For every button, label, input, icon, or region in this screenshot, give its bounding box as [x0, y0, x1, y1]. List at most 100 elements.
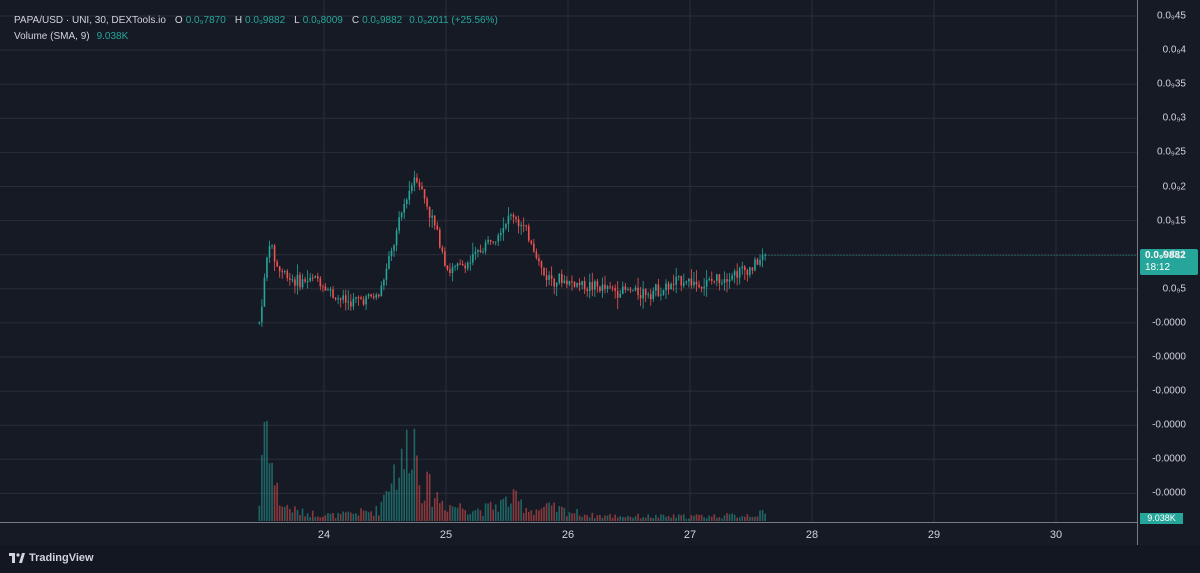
candle-body — [609, 286, 611, 288]
volume-label[interactable]: Volume (SMA, 9) — [14, 31, 90, 42]
price-tick-label: -0.0000 — [1152, 317, 1186, 329]
candle-body — [716, 274, 718, 281]
candle-body — [411, 185, 413, 192]
price-tick-label: 0.0₉2 — [1162, 181, 1186, 192]
volume-bar — [553, 502, 555, 521]
volume-bar — [629, 516, 632, 521]
candle-body — [530, 240, 533, 244]
volume-bar — [355, 513, 357, 521]
candle-body — [647, 294, 650, 296]
candle-body — [685, 281, 688, 283]
volume-bar — [314, 516, 317, 521]
symbol-title[interactable]: PAPA/USD · UNI, 30, DEXTools.io — [14, 15, 166, 26]
candle-body — [517, 219, 520, 227]
volume-bar — [426, 471, 428, 521]
candle-body — [522, 224, 525, 226]
candle-body — [563, 280, 566, 284]
volume-bar — [268, 463, 271, 521]
volume-bar — [441, 500, 444, 521]
volume-bar — [327, 513, 329, 521]
candle-body — [655, 284, 657, 291]
candle-body — [708, 278, 711, 280]
candle-body — [306, 281, 309, 283]
chart-plot-area[interactable] — [0, 0, 1137, 522]
volume-bar — [438, 503, 441, 521]
volume-bar — [334, 518, 337, 521]
volume-bar — [367, 512, 370, 521]
candle-body — [438, 229, 441, 248]
candle-body — [583, 281, 586, 290]
candle-body — [446, 265, 449, 270]
time-tick-label: 28 — [805, 529, 819, 541]
volume-bar — [718, 517, 721, 521]
price-tick-label: 0.0₉5 — [1162, 283, 1186, 295]
candle-body — [688, 278, 690, 282]
candle-body — [278, 266, 281, 272]
volume-bar — [738, 517, 741, 521]
price-axis[interactable]: 0.0₉9882 18:12 9.038K 0.0₉45 0.0₉4 0.0₉35 0… — [1137, 0, 1200, 545]
volume-bar — [634, 516, 637, 521]
volume-bar — [647, 514, 650, 521]
price-tick-label: -0.0000 — [1152, 453, 1186, 465]
price-tick-label: -0.0000 — [1152, 385, 1186, 397]
price-tick-label: 0.0₉3 — [1162, 112, 1186, 124]
volume-bar — [444, 510, 446, 521]
candle-body — [619, 293, 622, 298]
candle-body — [629, 289, 632, 291]
candle-body — [324, 286, 327, 291]
volume-bar — [611, 517, 614, 521]
time-tick-label: 24 — [317, 529, 331, 541]
candle-body — [441, 247, 444, 252]
volume-bar — [665, 516, 667, 521]
time-axis[interactable]: 24 25 26 27 28 29 30 — [0, 522, 1137, 545]
candle-body — [385, 268, 388, 280]
candle-body — [764, 254, 766, 256]
volume-bar — [283, 506, 286, 521]
candle-body — [383, 279, 385, 286]
volume-value: 9.038K — [96, 31, 129, 42]
volume-bar — [581, 517, 583, 521]
candle-body — [616, 290, 619, 298]
volume-bar — [604, 515, 606, 521]
volume-bar — [558, 506, 561, 521]
candle-body — [469, 262, 472, 264]
volume-bar — [365, 510, 367, 521]
candle-body — [705, 279, 708, 287]
candle-body — [286, 271, 289, 279]
candle-body — [746, 270, 749, 275]
candle-body — [393, 245, 395, 251]
volume-bar — [466, 514, 469, 521]
volume-bar — [413, 428, 416, 521]
candle-body — [283, 271, 286, 273]
volume-bar — [588, 517, 591, 521]
candle-body — [670, 283, 672, 290]
volume-bar — [571, 513, 573, 521]
volume-bar — [398, 477, 400, 521]
time-tick-label: 30 — [1049, 529, 1063, 541]
candle-body — [721, 282, 723, 284]
volume-bar — [583, 514, 586, 521]
candle-body — [558, 273, 561, 283]
price-tick-label: -0.0000 — [1152, 487, 1186, 499]
volume-bar — [261, 454, 263, 521]
volume-bar — [680, 515, 683, 521]
volume-bar — [258, 505, 261, 521]
volume-bar — [533, 514, 535, 521]
volume-bar — [601, 517, 604, 521]
tradingview-brand[interactable]: TradingView — [9, 552, 94, 564]
candle-body — [428, 206, 431, 218]
volume-bar — [530, 510, 533, 521]
candle-body — [507, 215, 510, 225]
candle-body — [527, 226, 530, 241]
candle-body — [538, 258, 540, 262]
volume-bar — [705, 518, 708, 521]
volume-bar — [299, 514, 301, 521]
volume-bar — [761, 509, 764, 521]
candle-body — [581, 281, 583, 286]
volume-bar — [594, 518, 596, 521]
candle-body — [281, 271, 284, 273]
volume-bar — [484, 503, 487, 521]
candle-body — [451, 267, 454, 274]
volume-bar — [464, 510, 467, 521]
